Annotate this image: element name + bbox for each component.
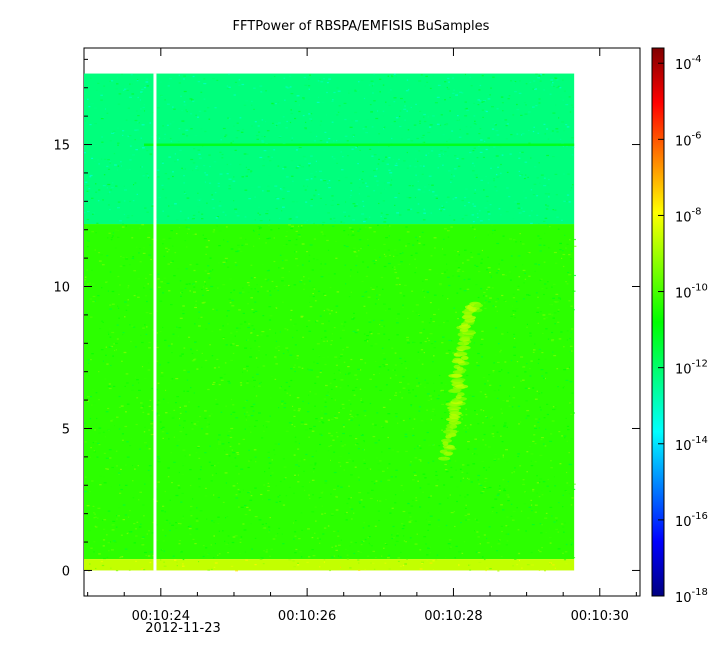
y-tick-label: 15 [53,139,70,154]
colorbar [651,47,665,597]
colorbar-tick-label: 10-12 [675,359,708,378]
chart-title: FFTPower of RBSPA/EMFISIS BuSamples [233,19,490,34]
colorbar-tick-label: 10-10 [675,283,708,302]
data-gap [153,73,157,571]
noise-texture [84,73,577,572]
band-upper [84,73,575,225]
colorbar-tick-label: 10-6 [675,130,702,149]
x-tick-label: 00:10:26 [278,609,336,624]
line-15 [144,143,575,147]
y-tick-label: 5 [62,422,70,437]
band-base [84,559,575,571]
x-date-label: 2012-11-23 [145,621,221,636]
x-tick-label: 00:10:24 [132,609,190,624]
y-tick-label: 10 [53,281,70,296]
colorbar-tick-label: 10-14 [675,435,708,454]
colorbar-tick-label: 10-18 [675,587,708,606]
x-tick-label: 00:10:30 [571,609,629,624]
whistler-feature [438,301,483,461]
x-tick-label: 00:10:28 [424,609,482,624]
spectrogram-image [84,73,577,572]
y-tick-label: 0 [62,564,70,579]
colorbar-tick-label: 10-8 [675,206,702,225]
colorbar-tick-label: 10-4 [675,54,702,73]
colorbar-tick-label: 10-16 [675,511,708,530]
band-lower [84,224,575,560]
